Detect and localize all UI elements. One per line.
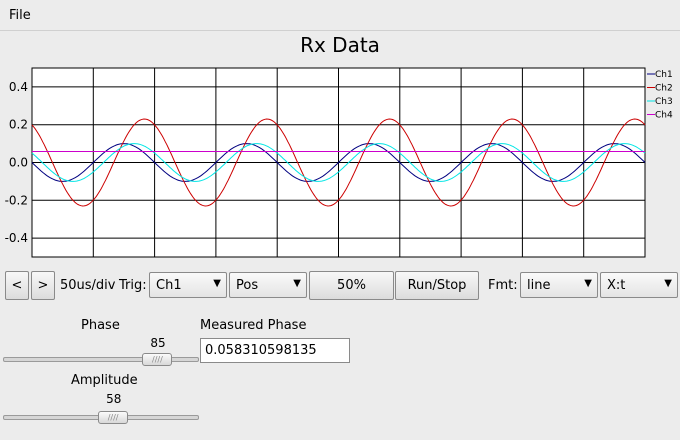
chart: 0.4 0.2 0.0 -0.2 -0.4 Ch1 Ch2 Ch3 Ch4	[5, 67, 673, 258]
y-tick-label: -0.4	[5, 231, 28, 245]
series-line-ch3	[31, 143, 646, 182]
trig-channel-select[interactable]: Ch1 ▼	[149, 272, 227, 298]
fmt-style-value: line	[527, 278, 551, 293]
chevron-down-icon: ▼	[213, 278, 221, 289]
chevron-down-icon: ▼	[664, 278, 672, 289]
prev-button[interactable]: <	[5, 271, 29, 300]
y-tick-label: 0.2	[9, 118, 28, 132]
trig-edge-value: Pos	[236, 278, 259, 293]
trig-level-button[interactable]: 50%	[309, 271, 394, 300]
chevron-down-icon: ▼	[584, 278, 592, 289]
phase-label: Phase	[81, 318, 120, 333]
legend-label-ch1: Ch1	[655, 70, 673, 80]
fmt-label: Fmt:	[488, 278, 518, 293]
timebase-label: 50us/div	[60, 278, 116, 293]
phase-slider-track[interactable]	[3, 357, 199, 362]
trig-label: Trig:	[119, 278, 147, 293]
measured-phase-field[interactable]: 0.058310598135	[200, 338, 350, 363]
legend-label-ch4: Ch4	[655, 111, 673, 121]
amplitude-label: Amplitude	[71, 373, 138, 388]
measured-phase-label: Measured Phase	[200, 318, 307, 333]
series-line-ch2	[31, 118, 646, 207]
legend-label-ch3: Ch3	[655, 97, 673, 107]
chevron-down-icon: ▼	[293, 278, 301, 289]
y-tick-label: 0.0	[9, 156, 28, 170]
trig-channel-value: Ch1	[156, 278, 182, 293]
next-button[interactable]: >	[31, 271, 55, 300]
series-line-ch1	[31, 143, 646, 182]
run-stop-button[interactable]: Run/Stop	[395, 271, 479, 300]
legend-label-ch2: Ch2	[655, 84, 673, 94]
grip-icon: ////	[152, 355, 163, 364]
phase-slider-handle[interactable]: ////	[142, 353, 173, 366]
y-tick-label: 0.4	[9, 80, 28, 94]
amplitude-value: 58	[106, 392, 122, 406]
fmt-mode-value: X:t	[607, 278, 626, 293]
y-tick-label: -0.2	[5, 193, 28, 207]
grip-icon: ////	[107, 413, 119, 422]
menubar: File	[0, 0, 680, 31]
phase-value: 85	[150, 336, 166, 350]
fmt-mode-select[interactable]: X:t ▼	[600, 272, 678, 298]
trig-edge-select[interactable]: Pos ▼	[229, 272, 307, 298]
amplitude-slider-handle[interactable]: ////	[98, 411, 129, 424]
menu-file[interactable]: File	[9, 8, 31, 23]
fmt-style-select[interactable]: line ▼	[520, 272, 598, 298]
chart-title: Rx Data	[300, 33, 380, 57]
